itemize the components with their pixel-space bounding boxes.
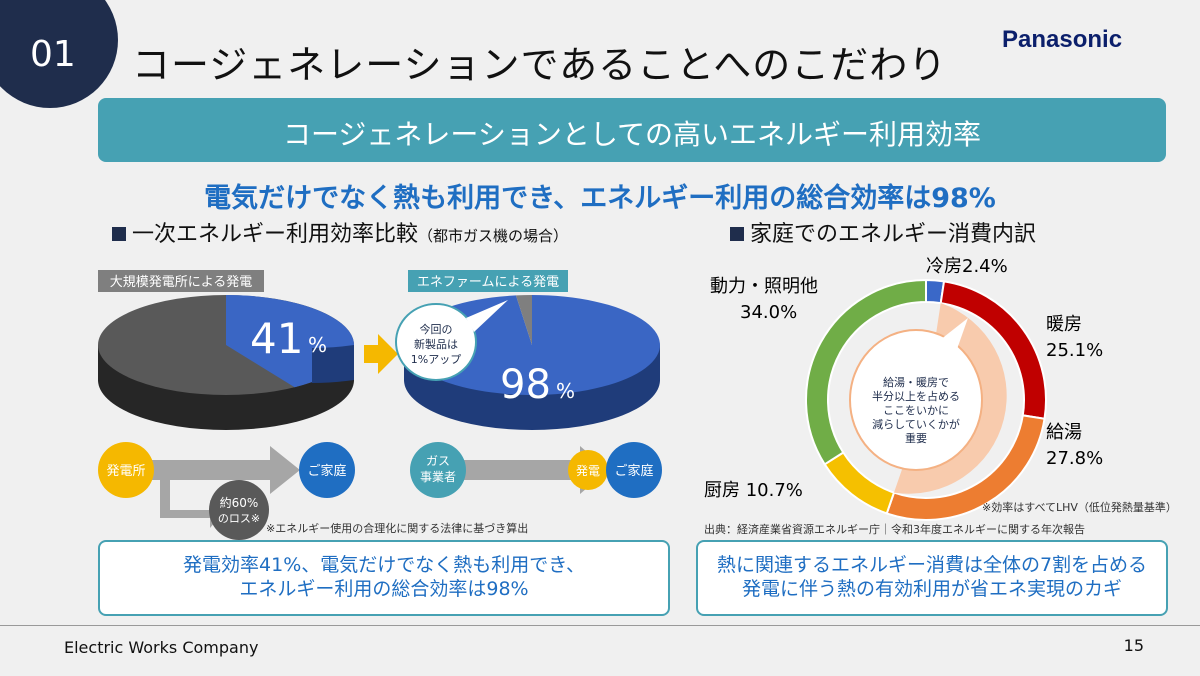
pie1-slice-used-depth (312, 345, 354, 383)
donut-callout-line2: 半分以上を占める (872, 389, 960, 403)
right-efficiency-note: ※効率はすべてLHV（低位発熱量基準） (982, 501, 1177, 514)
arrow-right-icon (364, 334, 398, 374)
left-note: ※エネルギー使用の合理化に関する法律に基づき算出 (266, 522, 529, 535)
label-hotwater-name: 給湯 (1046, 422, 1082, 443)
pie2-callout-line3: 1%アップ (411, 353, 461, 366)
flow2-home-circle (606, 442, 662, 498)
donut-callout-bubble (849, 329, 983, 471)
slide-number: 01 (30, 34, 76, 75)
flow1-source-circle (98, 442, 154, 498)
flow1-source: 発電所 (106, 464, 145, 479)
right-section-title: 家庭でのエネルギー消費内訳 (730, 216, 1036, 248)
pie2-callout-tail (466, 300, 508, 332)
left-section-title: 一次エネルギー利用効率比較（都市ガス機の場合） (112, 216, 568, 248)
flow1-home-circle (299, 442, 355, 498)
flow1-loss-arrow (160, 480, 222, 528)
pie2-value: 98 (500, 362, 551, 408)
section-banner: コージェネレーションとしての高いエネルギー利用効率 (98, 98, 1166, 162)
flow1-home: ご家庭 (307, 463, 346, 479)
flow2-source-line2: 事業者 (420, 470, 456, 484)
flow1-loss-circle (209, 480, 269, 540)
page-number: 15 (1123, 636, 1144, 655)
flow2-source-circle (410, 442, 466, 498)
right-caption-line1: 熱に関連するエネルギー消費は全体の7割を占める (716, 554, 1148, 576)
donut-callout-line5: 重要 (905, 431, 927, 445)
pie1-tag: 大規模発電所による発電 (110, 275, 253, 290)
donut-callout-line1: 給湯・暖房で (883, 375, 949, 389)
right-caption-line2: 発電に伴う熱の有効利用が省エネ実現のカギ (741, 578, 1122, 600)
right-source-note: 出典：経済産業省資源エネルギー庁｜令和3年度エネルギーに関する年次報告 (704, 523, 1085, 536)
pie2-callout-line1: 今回の (420, 322, 453, 336)
pie1-tag-bg (98, 270, 264, 292)
left-caption-line1: 発電効率41%、電気だけでなく熱も利用でき、 (183, 554, 585, 576)
flow1-arrow (150, 446, 300, 494)
left-caption-line2: エネルギー利用の総合効率は98% (239, 578, 529, 600)
left-section-subtitle: （都市ガス機の場合） (418, 227, 569, 245)
square-bullet-icon (112, 227, 126, 241)
donut-callout-line4: 減らしていくかが (872, 417, 960, 431)
pie-chart-1: 41 % (98, 295, 354, 430)
pie2-tag-bg (408, 270, 568, 292)
label-power-name: 動力・照明他 (710, 276, 818, 297)
flow2-arrow (460, 446, 608, 494)
label-heating-value: 25.1% (1046, 340, 1103, 361)
label-kitchen: 厨房 10.7% (704, 480, 803, 501)
label-hotwater-value: 27.8% (1046, 448, 1103, 469)
donut-callout-line3: ここをいかに (883, 404, 949, 417)
pie2-callout-line2: 新製品は (414, 337, 458, 351)
flow1-loss-line2: のロス※ (218, 512, 260, 525)
flow2-source-line1: ガス (426, 454, 450, 468)
pie2-slice-loss (515, 295, 532, 345)
flow1-loss-line1: 約60% (220, 495, 259, 510)
banner-text: コージェネレーションとしての高いエネルギー利用効率 (282, 118, 982, 151)
right-caption-box: 熱に関連するエネルギー消費は全体の7割を占める 発電に伴う熱の有効利用が省エネ実… (696, 540, 1168, 616)
headline: 電気だけでなく熱も利用でき、エネルギー利用の総合効率は98% (204, 183, 996, 214)
brand-logo: Panasonic (1002, 26, 1123, 53)
label-cooling: 冷房2.4% (926, 256, 1008, 277)
donut-callout-tail (940, 318, 968, 352)
flow2-home: ご家庭 (614, 463, 653, 479)
donut-slice-power (805, 278, 927, 466)
pie1-unit: % (308, 333, 327, 357)
page-title: コージェネレーションであることへのこだわり (132, 43, 948, 87)
pie2-unit: % (556, 379, 575, 403)
pie1-value: 41 (250, 314, 303, 363)
pie2-callout-bubble (395, 303, 477, 381)
label-heating-name: 暖房 (1046, 314, 1082, 335)
pie2-tag: エネファームによる発電 (417, 275, 559, 290)
label-power-value: 34.0% (740, 302, 797, 323)
footer: Electric Works Company 15 (0, 625, 1200, 676)
square-bullet-icon (730, 227, 744, 241)
footer-company: Electric Works Company (64, 638, 259, 657)
slide-number-badge: 01 (0, 0, 118, 108)
flow2-mid-circle (568, 450, 608, 490)
left-caption-box: 発電効率41%、電気だけでなく熱も利用でき、 エネルギー利用の総合効率は98% (98, 540, 670, 616)
flow2-mid: 発電 (576, 464, 600, 478)
